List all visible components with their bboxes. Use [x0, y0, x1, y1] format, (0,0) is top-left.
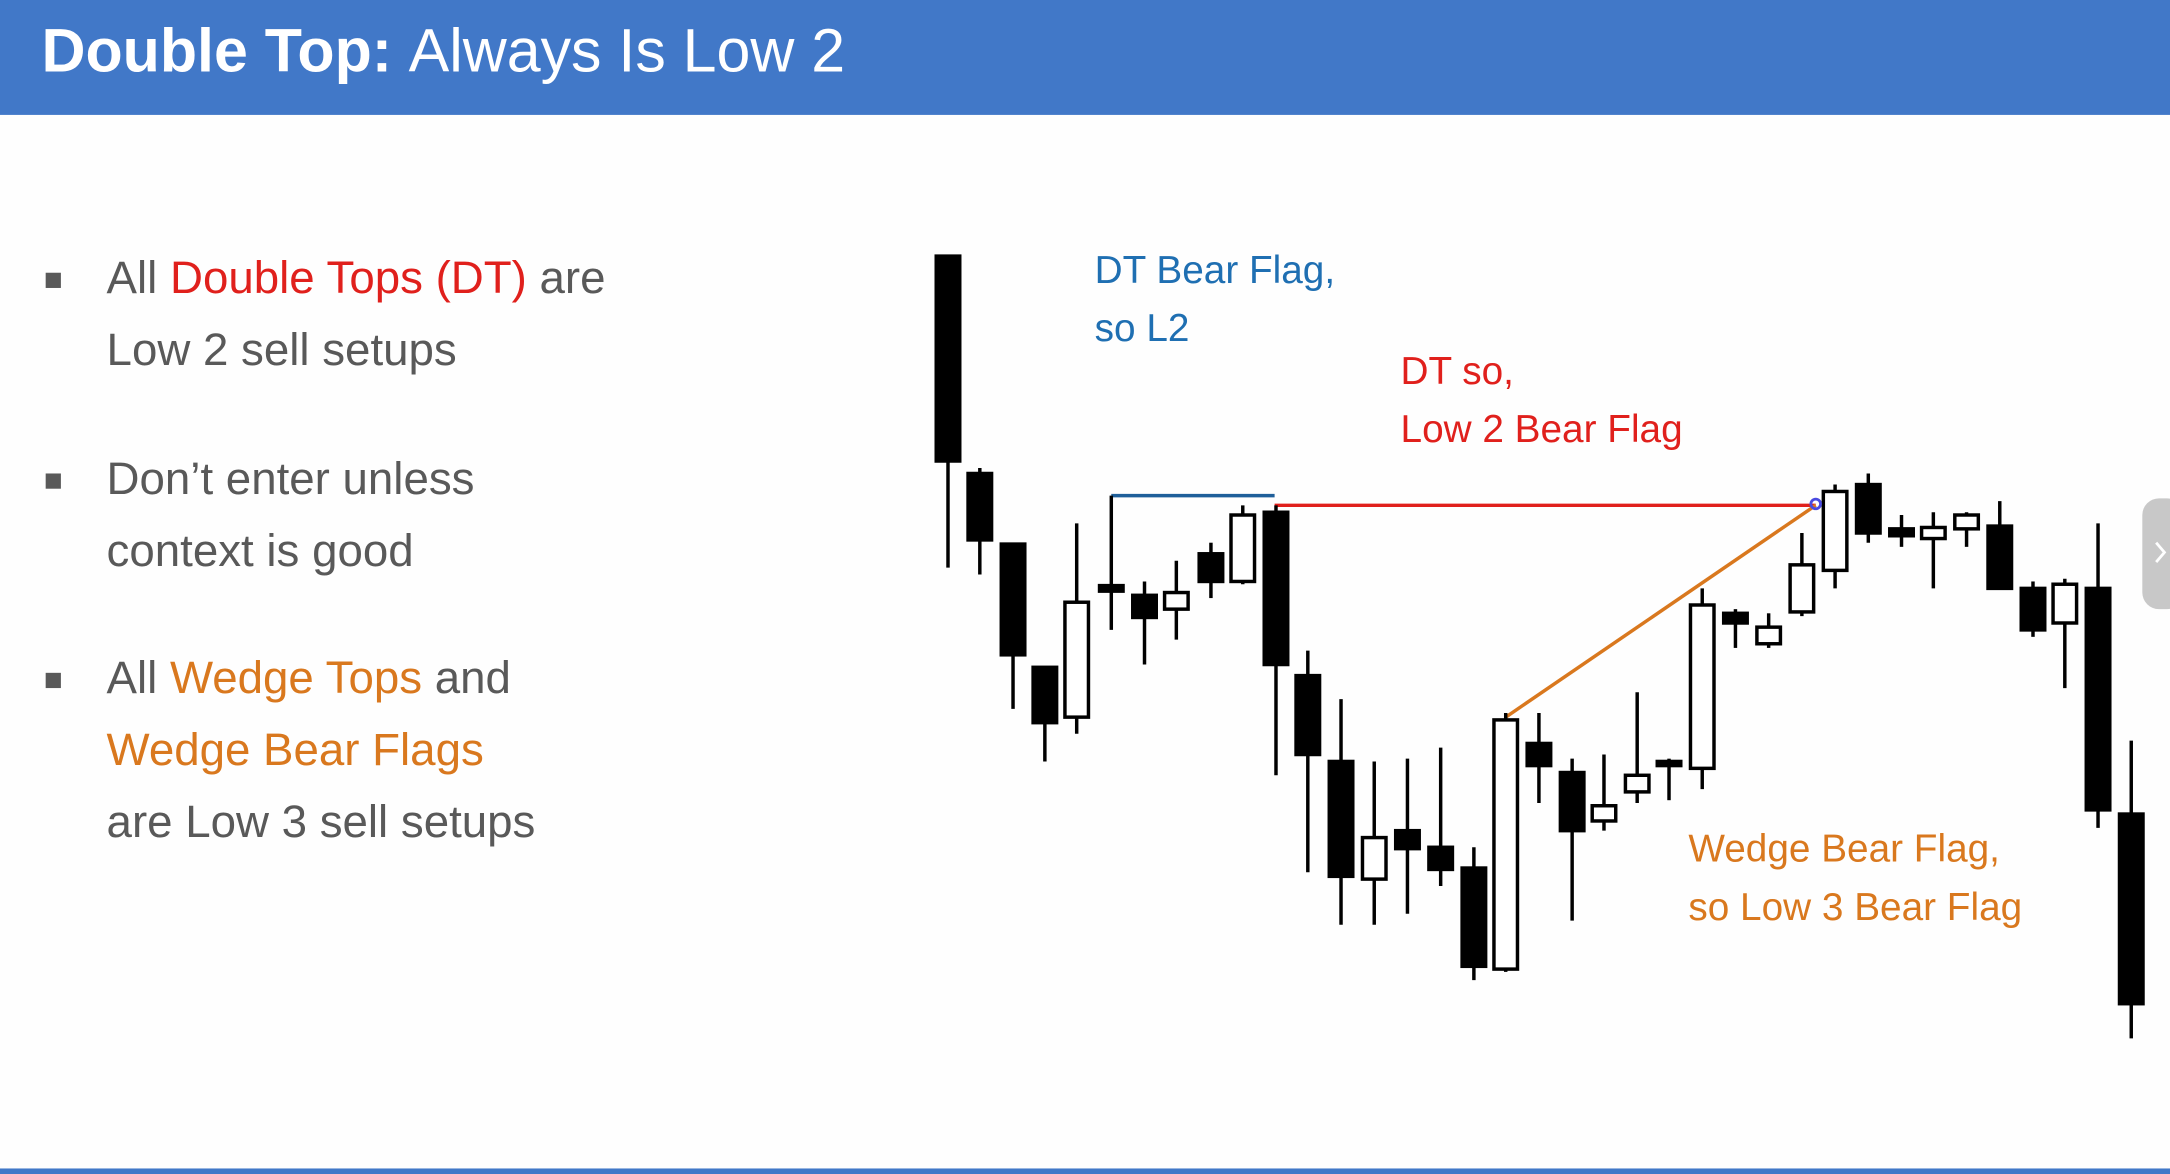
bullet-text: Low 2 sell setups — [107, 324, 457, 375]
candle-body — [1427, 845, 1455, 872]
candle-body — [1229, 513, 1257, 584]
candle-body — [1031, 665, 1059, 725]
bullet-text: All — [107, 652, 170, 703]
bullet-text: Wedge Bear Flags — [107, 724, 484, 775]
side-tab[interactable] — [2142, 498, 2170, 610]
annotation: Low 2 Bear Flag — [1401, 408, 1683, 451]
candle-body — [1558, 770, 1586, 833]
candle-body — [1688, 603, 1716, 771]
candle-body — [1655, 759, 1683, 768]
bullet-marker — [45, 473, 61, 489]
bullet-marker — [45, 672, 61, 689]
candle-body — [2051, 582, 2079, 625]
candle-body — [1590, 804, 1618, 823]
annotation: DT so, — [1401, 350, 1514, 393]
candle-body — [1854, 482, 1882, 535]
candle-body — [934, 254, 962, 463]
footer-line — [0, 1168, 2170, 1174]
bullet-line: are Low 3 sell setups — [107, 796, 536, 847]
candle-body — [1460, 866, 1488, 969]
candle-body — [1262, 510, 1290, 667]
candle-body — [1755, 625, 1783, 646]
candle-body — [1623, 773, 1651, 794]
annotation: so Low 3 Bear Flag — [1688, 886, 2022, 929]
candle-body — [2117, 812, 2145, 1006]
candle-body — [1888, 527, 1916, 538]
bullet-line: Don’t enter unless — [107, 453, 475, 504]
candle-body — [1525, 741, 1553, 768]
bullet-text: context is good — [107, 525, 414, 576]
title-bold: Double Top: — [42, 16, 393, 84]
bullet-line: All Double Tops (DT) are — [107, 252, 606, 303]
candle-body — [2019, 586, 2047, 632]
annotation: Wedge Bear Flag, — [1688, 828, 2000, 871]
candle-body — [1327, 759, 1355, 879]
candle-body — [1197, 552, 1225, 584]
candle-body — [1919, 525, 1947, 541]
candle-body — [966, 471, 994, 542]
bullet-text: All — [107, 252, 170, 303]
candlestick-chart — [934, 254, 2145, 1039]
candle-body — [1953, 513, 1981, 531]
bullet-line: context is good — [107, 525, 414, 576]
bullet-text: Wedge Tops — [170, 652, 422, 703]
pointer-dot — [1809, 497, 1822, 511]
bullet-line: All Wedge Tops and — [107, 652, 511, 703]
title-rest: Always Is Low 2 — [409, 16, 845, 84]
candle-body — [1063, 600, 1091, 719]
bullet-text: are — [527, 252, 606, 303]
bullet-text: and — [422, 652, 511, 703]
candle-body — [1393, 828, 1421, 851]
candle-body — [1294, 673, 1322, 757]
header-bar — [0, 0, 2170, 115]
bullet-marker — [45, 272, 61, 288]
annotation: DT Bear Flag, — [1095, 249, 1335, 292]
candle-body — [999, 542, 1027, 657]
candle-body — [1721, 611, 1749, 625]
candle-body — [2084, 586, 2112, 812]
slide-title: Double Top: Always Is Low 2 — [42, 16, 846, 84]
bullet-text: Double Tops (DT) — [170, 252, 527, 303]
bullet-text: Don’t enter unless — [107, 453, 475, 504]
candle-body — [1986, 524, 2014, 591]
wedge-line — [1504, 503, 1817, 719]
candle-body — [1788, 563, 1816, 614]
annotation: so L2 — [1095, 307, 1190, 350]
candle-body — [1492, 718, 1520, 971]
candle-body — [1097, 583, 1125, 593]
candle-body — [1162, 590, 1190, 611]
bullet-line: Wedge Bear Flags — [107, 724, 484, 775]
candle-body — [1821, 489, 1849, 573]
bullet-text: are Low 3 sell setups — [107, 796, 536, 847]
side-tab-arrow[interactable] — [2155, 541, 2167, 563]
bullet-line: Low 2 sell setups — [107, 324, 457, 375]
candle-body — [1131, 593, 1159, 620]
candle-body — [1360, 835, 1388, 881]
